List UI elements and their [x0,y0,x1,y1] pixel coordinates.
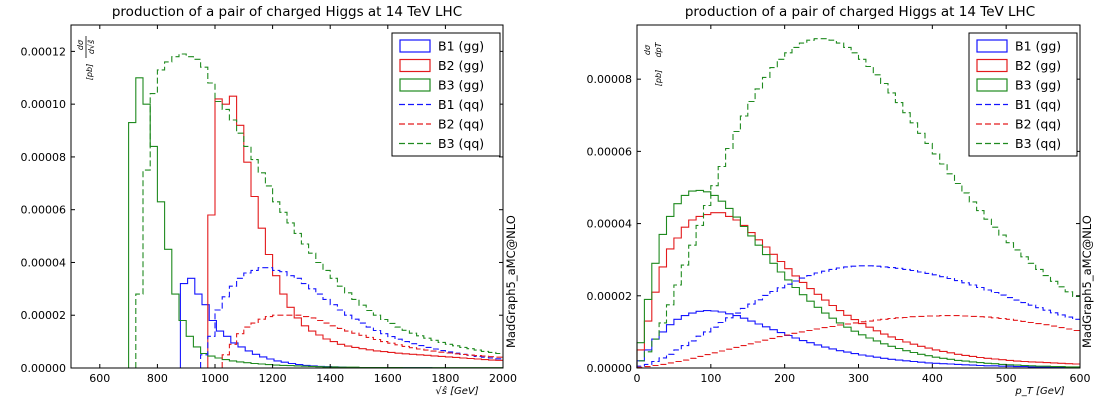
series-line-b1-qq [636,265,1080,368]
right-y-axis-label: dσ dpT [pb] [643,41,663,86]
y-tick-label: 0.00002 [21,309,67,322]
left-chart-title: production of a pair of charged Higgs at… [112,4,462,20]
series-line-b3-qq [636,38,1080,368]
x-tick-label: 500 [996,372,1017,385]
right-y-label-den: dpT [654,41,663,57]
legend-swatch-box [976,58,1008,73]
x-tick-label: 800 [147,372,168,385]
y-tick-label: 0.00004 [587,218,633,231]
left-chart-panel: production of a pair of charged Higgs at… [21,4,519,397]
legend-label: B1 (qq) [438,97,484,112]
left-chart-legend: B1 (gg) B2 (gg) B3 (gg) B1 (qq) B2 (qq) B3 (q… [391,32,501,157]
x-tick-label: 2000 [489,372,517,385]
legend-label: B3 (qq) [1015,136,1061,151]
legend-swatch-box [399,58,431,73]
legend-label: B3 (qq) [438,136,484,151]
y-tick-label: 0.00002 [587,290,633,303]
series-line-b1-gg [636,310,1080,368]
legend-swatch-box [976,39,1008,53]
right-chart-series-group [636,38,1080,368]
y-tick-label: 0.00000 [21,362,67,375]
right-chart-title: production of a pair of charged Higgs at… [685,4,1035,20]
series-line-b3-gg [636,189,1080,368]
legend-label: B2 (qq) [438,117,484,132]
legend-box [391,32,501,157]
x-tick-label: 1800 [431,372,459,385]
legend-swatch-box [399,39,431,53]
series-line-b2-gg [207,95,503,368]
right-x-axis-label: p_T [GeV] [1014,386,1064,397]
left-y-label-num: dσ [76,39,85,50]
right-chart-panel: production of a pair of charged Higgs at… [587,4,1094,397]
legend-label: B1 (gg) [1015,39,1061,54]
x-tick-label: 600 [1070,372,1091,385]
right-chart-ticks: 0 100 200 300 400 500 600 0.00000 0.00002 0.00004… [587,25,1091,385]
left-y-label-unit: [pb] [85,64,94,80]
legend-swatch-box [399,78,431,92]
right-y-label-unit: [pb] [654,70,663,86]
y-tick-label: 0.00012 [21,45,67,58]
x-tick-label: 1200 [259,372,287,385]
series-line-b2-qq [636,315,1080,368]
legend-label: B2 (gg) [1015,58,1061,73]
left-y-label-den: d√ŝ [86,40,96,54]
x-tick-label: 1000 [201,372,229,385]
y-tick-label: 0.00006 [587,145,633,158]
y-tick-label: 0.00006 [21,204,67,217]
series-line-b2-qq [221,314,503,368]
y-tick-label: 0.00008 [21,151,67,164]
left-generator-label: MadGraph5_aMC@NLO [504,215,518,348]
series-line-b1-qq [200,267,503,368]
series-line-b3-qq [135,53,503,368]
legend-label: B2 (qq) [1015,117,1061,132]
left-y-axis-label: dσ d√ŝ [pb] [76,36,96,80]
x-tick-label: 200 [774,372,795,385]
legend-label: B1 (gg) [438,39,484,54]
x-tick-label: 100 [700,372,721,385]
x-tick-label: 300 [848,372,869,385]
left-chart-ticks: 600 800 1000 1200 1400 1600 1800 2000 0.00000 0.0… [21,25,517,385]
right-chart-legend: B1 (gg) B2 (gg) B3 (gg) B1 (qq) B2 (qq) B3 (q… [968,32,1078,157]
x-tick-label: 400 [922,372,943,385]
series-line-b2-gg [636,212,1080,368]
left-x-axis-label: √ŝ [GeV] [435,385,478,397]
legend-label: B3 (gg) [438,78,484,93]
y-tick-label: 0.00008 [587,73,633,86]
legend-label: B2 (gg) [438,58,484,73]
x-tick-label: 0 [634,372,641,385]
y-tick-label: 0.00004 [21,256,67,269]
legend-label: B3 (gg) [1015,78,1061,93]
x-tick-label: 600 [89,372,110,385]
left-chart-series-group [128,53,503,369]
legend-label: B1 (qq) [1015,97,1061,112]
y-tick-label: 0.00010 [21,98,67,111]
x-tick-label: 1600 [374,372,402,385]
legend-box [968,32,1078,157]
right-generator-label: MadGraph5_aMC@NLO [1080,215,1094,348]
x-tick-label: 1400 [316,372,344,385]
legend-swatch-box [976,78,1008,92]
y-tick-label: 0.00000 [587,362,633,375]
right-y-label-num: dσ [643,44,652,55]
left-plot-frame [70,24,504,369]
